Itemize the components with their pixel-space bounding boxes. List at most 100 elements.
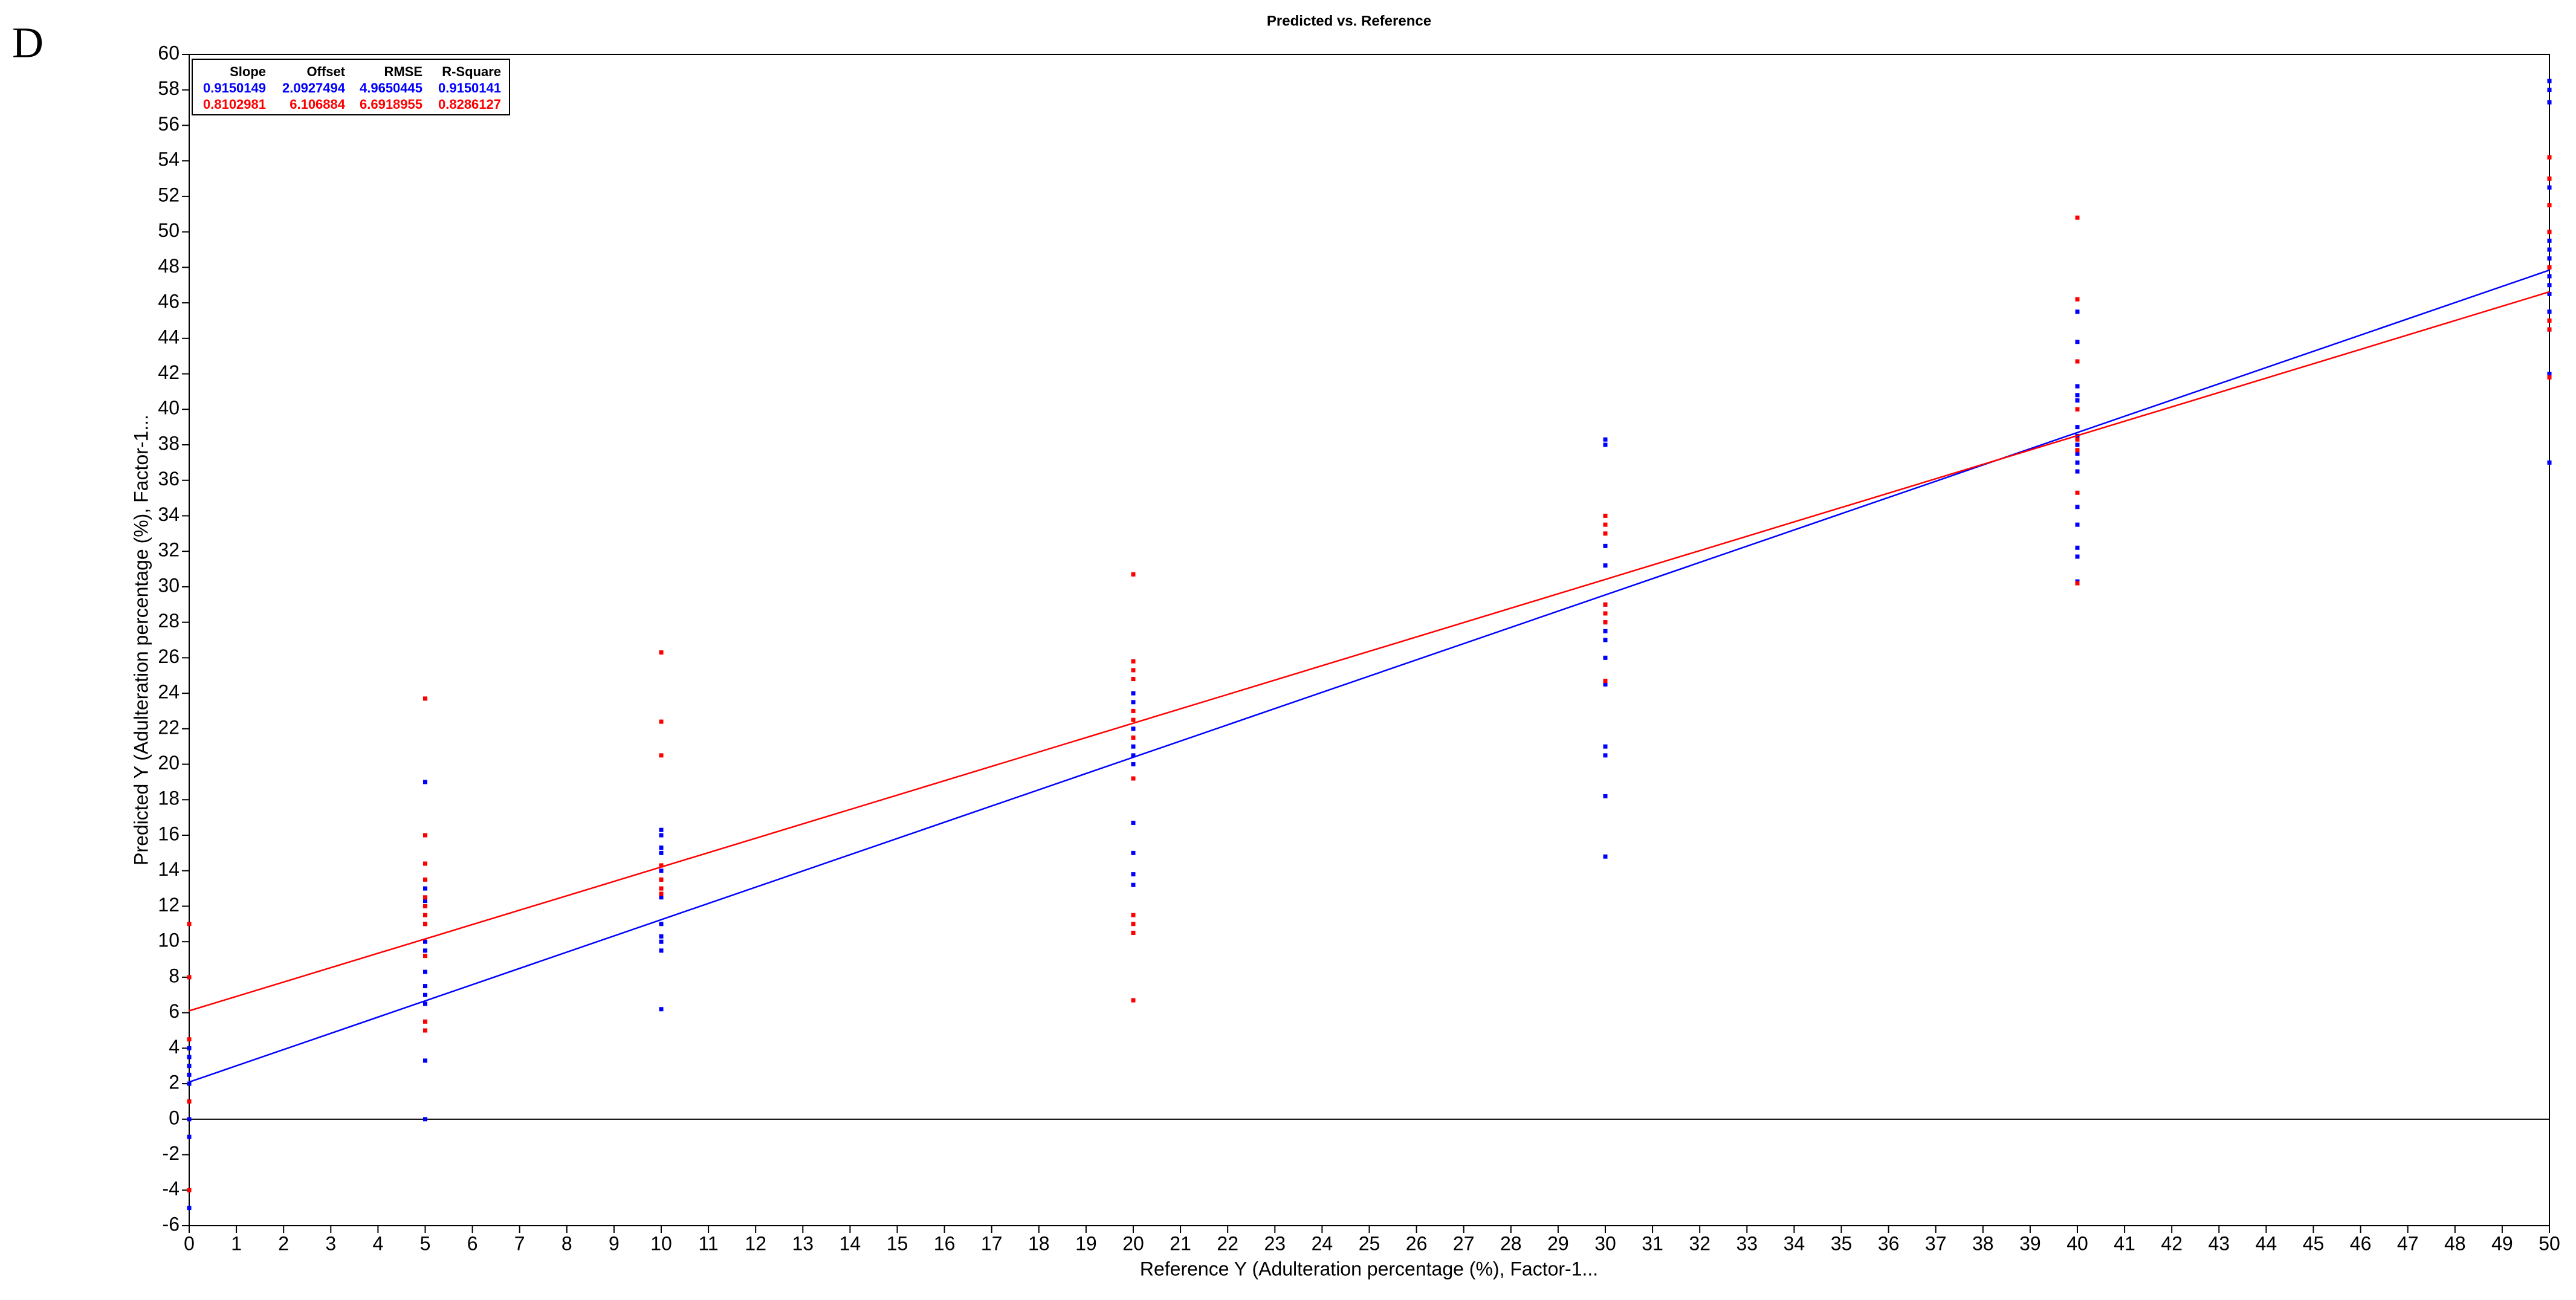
data-point [2075,460,2080,465]
data-point [659,850,664,855]
data-point [187,1134,192,1139]
x-tick-label: 19 [1075,1232,1097,1254]
data-point [2547,283,2552,288]
data-point [659,868,664,873]
regression-line [189,291,2550,1012]
x-tick-label: 8 [561,1232,572,1254]
x-tick-label: 49 [2491,1232,2513,1254]
data-point [659,1007,664,1012]
x-tick-label: 32 [1689,1232,1710,1254]
data-point [2547,309,2552,314]
x-tick-label: 38 [1972,1232,1994,1254]
y-tick-label: 46 [158,291,180,312]
data-point [423,913,427,917]
data-point [2075,505,2080,509]
y-tick-label: 56 [158,113,180,135]
y-tick-label: 48 [158,255,180,277]
data-point [187,1099,192,1104]
x-tick-label: 9 [609,1232,620,1254]
data-point [187,1117,192,1122]
data-point [2547,372,2552,377]
y-tick-label: 14 [158,858,180,880]
regression-line [189,269,2550,1083]
data-point [1131,998,1136,1003]
data-point [659,886,664,891]
data-point [2075,425,2080,430]
x-tick-label: 48 [2444,1232,2466,1254]
x-tick-label: 22 [1217,1232,1238,1254]
x-tick-label: 39 [2019,1232,2041,1254]
x-tick-label: 11 [698,1232,718,1254]
data-point [423,886,427,891]
data-point [2547,230,2552,234]
stats-value: 0.9150141 [438,80,501,95]
data-point [2075,297,2080,302]
data-point [1603,620,1608,625]
y-tick-label: 20 [158,752,180,774]
data-point [659,895,664,900]
data-point [2547,256,2552,261]
data-point [1131,850,1136,855]
data-point [187,1037,192,1042]
y-tick-label: 60 [158,42,180,63]
data-point [659,922,664,926]
data-point [1603,531,1608,536]
y-tick-label: 12 [158,894,180,916]
plot-frame [189,54,2550,1226]
x-tick-label: 26 [1406,1232,1428,1254]
data-point [2547,88,2552,92]
x-tick-label: 25 [1359,1232,1380,1254]
y-tick-label: 50 [158,219,180,241]
x-tick-label: 35 [1831,1232,1853,1254]
stats-value: 2.0927494 [282,80,346,95]
data-point [1603,744,1608,749]
data-point [2075,581,2080,586]
x-tick-label: 0 [184,1232,195,1254]
y-tick-label: 34 [158,503,180,525]
data-point [659,827,664,832]
data-point [423,939,427,944]
data-point [2075,340,2080,344]
data-point [659,833,664,838]
data-point [1603,437,1608,442]
data-point [187,1046,192,1050]
x-tick-label: 3 [325,1232,336,1254]
data-point [659,753,664,758]
data-point [2075,384,2080,389]
data-point [1131,717,1136,722]
data-point [1131,726,1136,731]
data-point [1603,543,1608,548]
y-tick-label: 10 [158,930,180,951]
y-tick-label: 36 [158,468,180,490]
data-point [1603,611,1608,616]
data-point [2075,437,2080,442]
stats-header: Slope [230,64,266,79]
stats-value: 0.9150149 [203,80,266,95]
data-point [187,1072,192,1077]
x-tick-label: 5 [420,1232,431,1254]
data-point [423,1028,427,1033]
data-point [2547,274,2552,279]
y-tick-label: -2 [163,1142,180,1164]
data-point [1131,922,1136,926]
data-point [423,969,427,974]
stats-header: RMSE [384,64,422,79]
data-point [1603,602,1608,607]
data-point [1603,679,1608,684]
stats-header: Offset [306,64,345,79]
data-point [659,719,664,724]
data-point [659,846,664,850]
stats-box [192,59,510,115]
x-tick-label: 47 [2397,1232,2419,1254]
y-tick-label: 0 [169,1107,180,1128]
x-tick-label: 37 [1925,1232,1947,1254]
x-tick-label: 21 [1170,1232,1191,1254]
stats-value: 4.9650445 [360,80,422,95]
data-point [2547,375,2552,380]
stats-value: 6.106884 [290,97,346,112]
data-point [659,891,664,896]
data-point [2547,155,2552,160]
data-point [2075,393,2080,398]
data-point [187,1064,192,1069]
